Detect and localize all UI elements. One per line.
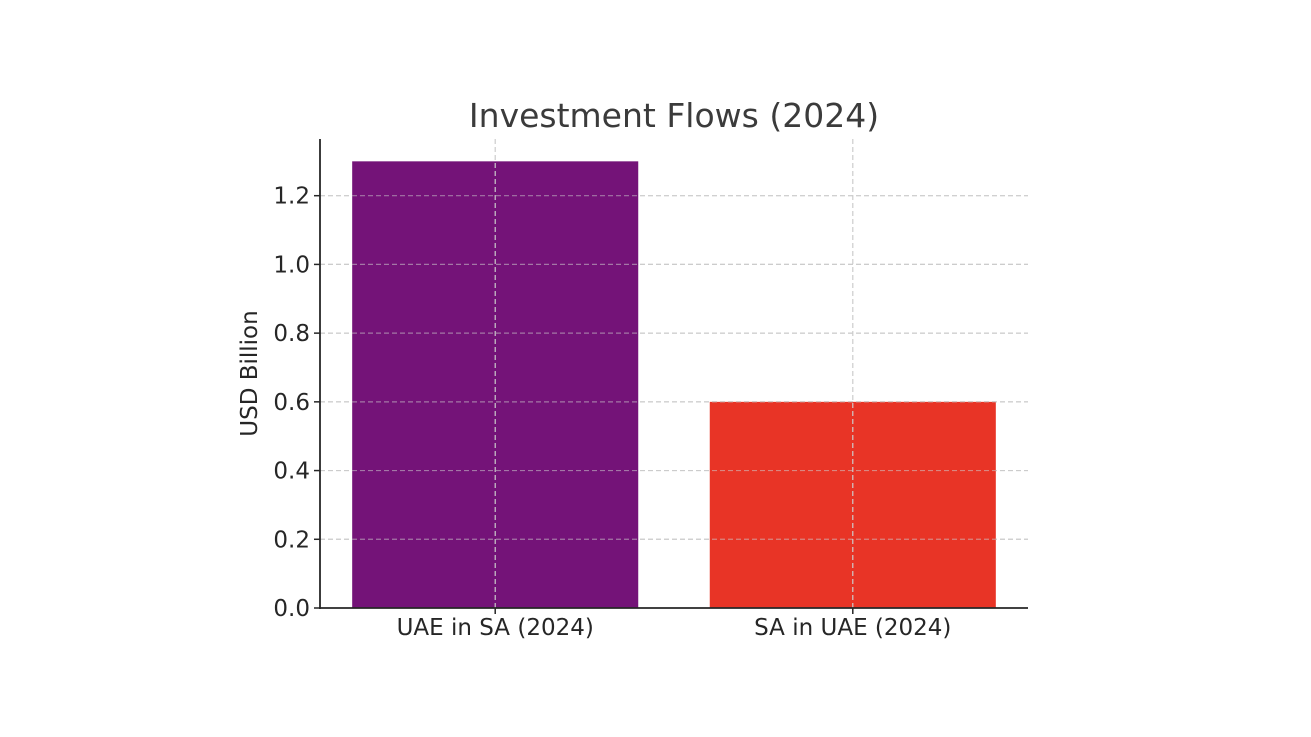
bars — [352, 161, 996, 609]
y-tick-label: 0.8 — [273, 321, 310, 347]
y-tick-label: 0.0 — [273, 596, 310, 622]
y-tick-label: 1.2 — [273, 184, 310, 210]
x-axis-ticks: UAE in SA (2024) SA in UAE (2024) — [397, 608, 951, 641]
y-tick-label: 0.2 — [273, 527, 310, 553]
vertical-grid-lines — [320, 139, 1028, 608]
x-tick-label: UAE in SA (2024) — [397, 615, 594, 641]
y-axis-ticks: 0.0 0.2 0.4 0.6 0.8 1.0 1.2 — [273, 184, 320, 622]
chart-title: Investment Flows (2024) — [469, 96, 879, 135]
x-tick-label: SA in UAE (2024) — [754, 615, 951, 641]
axes — [319, 139, 1028, 609]
bar-1 — [709, 401, 996, 608]
y-tick-label: 0.6 — [273, 390, 310, 416]
y-tick-label: 1.0 — [273, 252, 310, 278]
y-tick-label: 0.4 — [273, 459, 310, 485]
y-axis-label: USD Billion — [237, 310, 263, 436]
